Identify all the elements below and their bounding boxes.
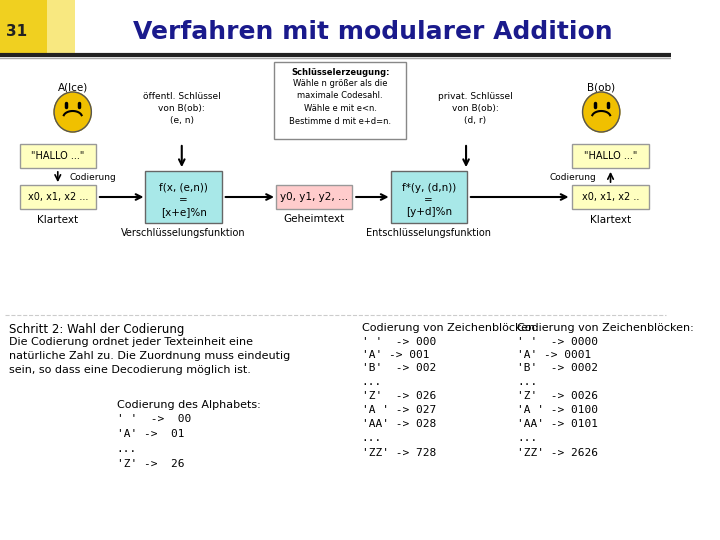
Text: =: = xyxy=(179,195,188,205)
Text: 'Z'  -> 0026: 'Z' -> 0026 xyxy=(518,391,598,401)
Text: 'AA' -> 0101: 'AA' -> 0101 xyxy=(518,419,598,429)
Text: y0, y1, y2, ...: y0, y1, y2, ... xyxy=(280,192,348,202)
Text: =: = xyxy=(424,195,433,205)
Text: privat. Schlüssel
von B(ob):
(d, r): privat. Schlüssel von B(ob): (d, r) xyxy=(438,92,513,125)
Text: ...: ... xyxy=(361,377,382,387)
Text: Codierung von Zeichenblöcken:: Codierung von Zeichenblöcken: xyxy=(361,323,539,333)
Text: Die Codierung ordnet jeder Texteinheit eine
natürliche Zahl zu. Die Zuordnung mu: Die Codierung ordnet jeder Texteinheit e… xyxy=(9,337,291,375)
Text: Codierung von Zeichenblöcken:: Codierung von Zeichenblöcken: xyxy=(518,323,694,333)
FancyBboxPatch shape xyxy=(390,171,467,223)
Text: Codierung: Codierung xyxy=(70,173,117,183)
Text: Schritt 2: Wahl der Codierung: Schritt 2: Wahl der Codierung xyxy=(9,323,185,336)
Text: ...: ... xyxy=(117,444,137,454)
Text: f(x, (e,n)): f(x, (e,n)) xyxy=(159,183,208,193)
Text: Codierung des Alphabets:: Codierung des Alphabets: xyxy=(117,400,260,410)
Text: Schlüsselerzeugung:: Schlüsselerzeugung: xyxy=(291,68,390,77)
Text: 'ZZ' -> 2626: 'ZZ' -> 2626 xyxy=(518,448,598,458)
Text: öffentl. Schlüssel
von B(ob):
(e, n): öffentl. Schlüssel von B(ob): (e, n) xyxy=(143,92,220,125)
Text: x0, x1, x2 ..: x0, x1, x2 .. xyxy=(582,192,639,202)
Text: Klartext: Klartext xyxy=(37,215,78,225)
Text: Entschlüsselungsfunktion: Entschlüsselungsfunktion xyxy=(366,228,491,238)
Text: 'B'  -> 0002: 'B' -> 0002 xyxy=(518,363,598,373)
Text: "HALLO ...": "HALLO ..." xyxy=(31,151,84,161)
Text: Geheimtext: Geheimtext xyxy=(284,214,345,224)
Text: 'Z'  -> 026: 'Z' -> 026 xyxy=(361,391,436,401)
FancyBboxPatch shape xyxy=(19,144,96,168)
Text: Wähle n größer als die
maximale Codesahl.
Wähle e mit e<n.
Bestimme d mit e+d=n.: Wähle n größer als die maximale Codesahl… xyxy=(289,79,391,125)
Text: 'A' ->  01: 'A' -> 01 xyxy=(117,429,184,439)
Text: 31: 31 xyxy=(6,24,27,39)
Text: Klartext: Klartext xyxy=(590,215,631,225)
Text: 'AA' -> 028: 'AA' -> 028 xyxy=(361,419,436,429)
Text: ' '  -> 0000: ' ' -> 0000 xyxy=(518,337,598,347)
Text: ' '  -> 000: ' ' -> 000 xyxy=(361,337,436,347)
Text: ...: ... xyxy=(361,433,382,443)
Bar xyxy=(47,0,75,55)
Text: x0, x1, x2 ...: x0, x1, x2 ... xyxy=(27,192,88,202)
Text: [x+e]%n: [x+e]%n xyxy=(161,207,207,217)
Text: 'Z' ->  26: 'Z' -> 26 xyxy=(117,459,184,469)
Text: 'A' -> 001: 'A' -> 001 xyxy=(361,350,429,360)
FancyBboxPatch shape xyxy=(276,185,352,209)
Text: ...: ... xyxy=(518,433,538,443)
Bar xyxy=(0,0,47,55)
Text: A(lce): A(lce) xyxy=(58,82,88,92)
Text: 'A ' -> 027: 'A ' -> 027 xyxy=(361,405,436,415)
Text: "HALLO ...": "HALLO ..." xyxy=(584,151,637,161)
Text: ' '  ->  00: ' ' -> 00 xyxy=(117,414,191,424)
FancyBboxPatch shape xyxy=(19,185,96,209)
Text: ...: ... xyxy=(518,377,538,387)
FancyBboxPatch shape xyxy=(145,171,222,223)
Text: 'A ' -> 0100: 'A ' -> 0100 xyxy=(518,405,598,415)
Text: 'B'  -> 002: 'B' -> 002 xyxy=(361,363,436,373)
Circle shape xyxy=(582,92,620,132)
Text: f*(y, (d,n)): f*(y, (d,n)) xyxy=(402,183,456,193)
FancyBboxPatch shape xyxy=(274,62,406,139)
Text: 'A' -> 0001: 'A' -> 0001 xyxy=(518,350,592,360)
FancyBboxPatch shape xyxy=(572,185,649,209)
Text: Verschlüsselungsfunktion: Verschlüsselungsfunktion xyxy=(121,228,246,238)
Text: Codierung: Codierung xyxy=(550,173,597,183)
Text: 'ZZ' -> 728: 'ZZ' -> 728 xyxy=(361,448,436,458)
FancyBboxPatch shape xyxy=(572,144,649,168)
Circle shape xyxy=(54,92,91,132)
Text: [y+d]%n: [y+d]%n xyxy=(405,207,452,217)
Text: B(ob): B(ob) xyxy=(587,82,616,92)
Text: Verfahren mit modularer Addition: Verfahren mit modularer Addition xyxy=(133,20,613,44)
